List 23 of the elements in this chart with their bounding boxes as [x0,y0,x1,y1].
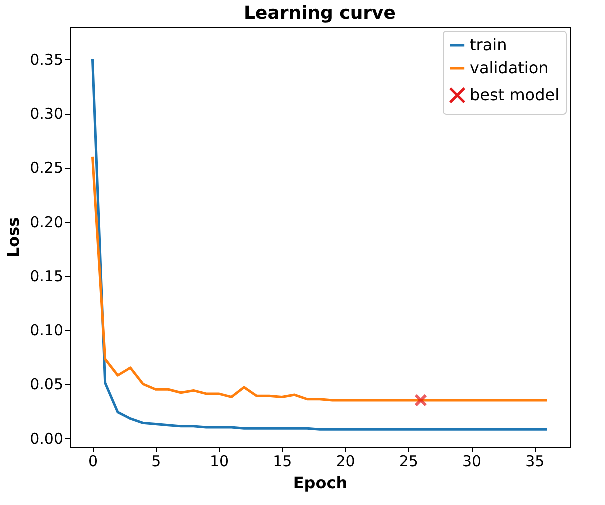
chart-title: Learning curve [244,3,396,24]
x-tick-label: 10 [210,452,230,470]
x-tick-label: 25 [399,452,418,470]
x-tick-label: 30 [462,452,482,470]
y-tick-label: 0.30 [30,105,64,124]
legend-label: best model [470,86,560,104]
x-axis-title: Epoch [293,474,348,492]
x-tick-label: 20 [336,452,356,470]
legend-label: train [470,36,508,54]
y-tick-label: 0.20 [30,213,64,232]
y-axis-title: Loss [4,217,24,258]
y-tick-label: 0.00 [30,430,64,448]
y-tick-label: 0.35 [30,50,64,69]
line-series [91,156,549,402]
x-tick-label: 35 [526,452,545,470]
x-tick-label: 5 [152,452,162,470]
x-tick-label: 15 [273,452,292,470]
y-tick-label: 0.10 [30,322,64,340]
y-tick-label: 0.05 [30,376,64,394]
y-tick-label: 0.15 [30,267,64,286]
y-tick-label: 0.25 [30,159,64,178]
x-tick-label: 0 [88,452,98,470]
legend-label: validation [470,58,549,78]
